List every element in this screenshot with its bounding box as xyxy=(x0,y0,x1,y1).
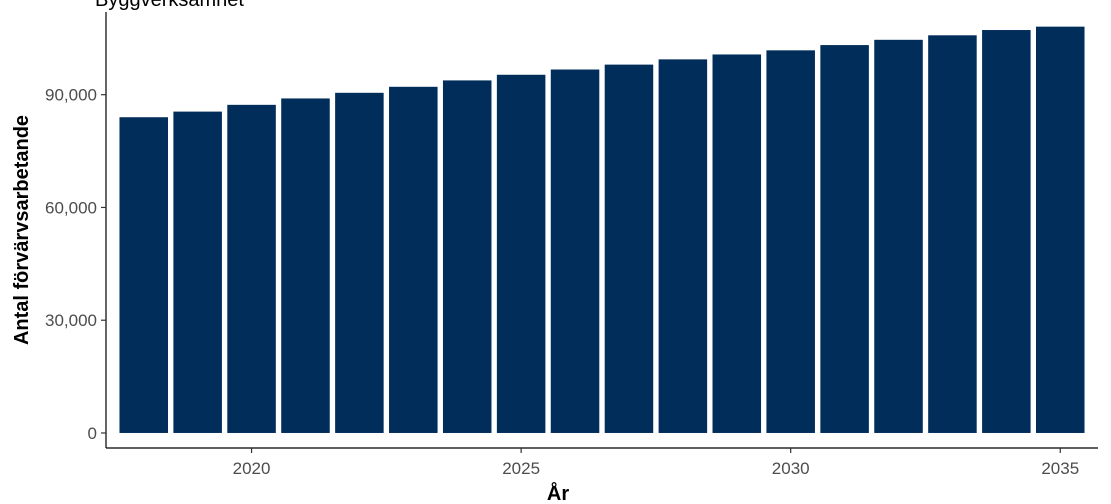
bar-2034 xyxy=(982,30,1031,433)
x-tick-label: 2025 xyxy=(502,459,540,478)
y-tick-label: 30,000 xyxy=(45,311,97,330)
x-axis-title: År xyxy=(547,481,569,504)
bar-2019 xyxy=(173,111,222,433)
bar-2029 xyxy=(712,54,762,433)
bar-2028 xyxy=(658,59,708,433)
bar-2033 xyxy=(928,35,977,433)
bar-2035 xyxy=(1036,26,1085,433)
bar-2025 xyxy=(496,74,546,433)
bar-2023 xyxy=(389,86,438,433)
bar-2026 xyxy=(550,69,600,433)
x-tick-label: 2035 xyxy=(1041,459,1079,478)
bar-2024 xyxy=(442,80,492,433)
bar-2032 xyxy=(874,39,923,433)
x-axis-ticks: 2020 2025 2030 2035 xyxy=(233,448,1079,478)
bar-2022 xyxy=(335,92,384,433)
bar-2018 xyxy=(119,117,168,433)
y-tick-label: 90,000 xyxy=(45,86,97,105)
bar-2031 xyxy=(820,45,869,433)
y-axis-title: Antal förvärvsarbetande xyxy=(11,115,33,345)
bar-2027 xyxy=(604,64,654,433)
bar-2030 xyxy=(766,50,815,433)
bar-2021 xyxy=(281,98,330,433)
x-tick-label: 2020 xyxy=(233,459,271,478)
bars-group xyxy=(119,26,1085,433)
y-tick-label: 0 xyxy=(88,424,97,443)
chart-title: Byggverksamhet xyxy=(95,0,244,11)
y-axis-ticks: 0 30,000 60,000 90,000 xyxy=(45,86,106,443)
bar-2020 xyxy=(227,104,276,433)
y-tick-label: 60,000 xyxy=(45,198,97,217)
x-tick-label: 2030 xyxy=(772,459,810,478)
